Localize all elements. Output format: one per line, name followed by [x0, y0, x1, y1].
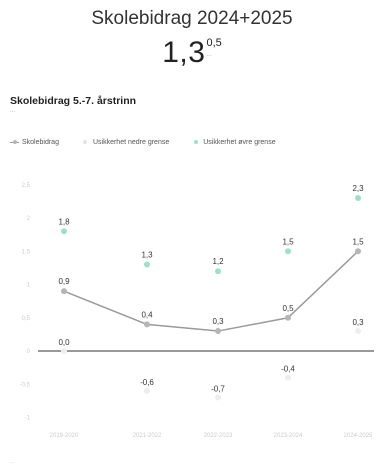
- y-tick-label: 2: [27, 216, 31, 222]
- point-upper-bound: [61, 228, 67, 235]
- legend-label-main: Skolebidrag: [22, 139, 59, 146]
- footer-note: ...: [10, 459, 15, 465]
- data-label-skolebidrag: 0,4: [141, 310, 153, 319]
- data-label-skolebidrag: 0,9: [58, 277, 70, 286]
- data-label-upper-bound: 1,8: [58, 217, 70, 226]
- page-title: Skolebidrag 2024+2025: [91, 8, 293, 29]
- data-label-skolebidrag: 0,5: [282, 304, 294, 313]
- series-line-skolebidrag: [63, 250, 359, 332]
- headline-value: 1,30,5...: [0, 36, 384, 70]
- data-label-upper-bound: 1,5: [282, 237, 294, 246]
- chart-subtitle: ...: [10, 108, 16, 114]
- chart-legend: Skolebidrag Usikkerhet nedre grense Usik…: [10, 139, 298, 146]
- point-lower-bound: [285, 374, 291, 381]
- x-tick-label: 2022-2023: [204, 433, 233, 439]
- point-upper-bound: [215, 268, 221, 275]
- point-upper-bound: [144, 261, 150, 268]
- point-lower-bound: [61, 348, 67, 354]
- data-label-upper-bound: 1,2: [212, 257, 224, 266]
- y-tick-label: -1: [25, 416, 31, 422]
- point-upper-bound: [355, 195, 361, 202]
- data-label-lower-bound: -0,6: [140, 378, 154, 387]
- y-tick-label: 1,5: [22, 249, 31, 255]
- headline-sup-value: 0,5: [206, 37, 222, 49]
- y-tick-label: 2,5: [22, 183, 31, 189]
- point-skolebidrag: [215, 328, 221, 335]
- point-skolebidrag: [355, 248, 361, 255]
- data-label-lower-bound: -0,4: [281, 365, 295, 374]
- legend-item-main[interactable]: Skolebidrag: [10, 139, 59, 146]
- legend-item-lower[interactable]: Usikkerhet nedre grense: [81, 139, 169, 146]
- y-tick-label: -0,5: [20, 382, 31, 388]
- point-skolebidrag: [144, 321, 150, 328]
- y-tick-label: 0: [27, 349, 31, 355]
- point-upper-bound: [285, 248, 291, 255]
- legend-item-upper[interactable]: Usikkerhet øvre grense: [191, 139, 276, 146]
- x-tick-label: 2021-2022: [133, 433, 162, 439]
- data-label-skolebidrag: 0,3: [212, 317, 224, 326]
- data-label-lower-bound: -0,7: [211, 385, 225, 394]
- chart-title: Skolebidrag 5.-7. årstrinn: [10, 95, 137, 107]
- point-lower-bound: [355, 328, 361, 335]
- headline-sup-sub: ...: [206, 52, 212, 58]
- x-tick-label: 2024-2025: [344, 433, 373, 439]
- point-lower-bound: [144, 387, 150, 394]
- legend-label-upper: Usikkerhet øvre grense: [203, 139, 276, 146]
- x-tick-label: 2019-2020: [50, 433, 79, 439]
- point-lower-bound: [215, 394, 221, 401]
- legend-swatch-upper: [191, 140, 200, 144]
- data-label-upper-bound: 2,3: [352, 184, 364, 193]
- legend-label-lower: Usikkerhet nedre grense: [92, 139, 170, 146]
- legend-swatch-lower: [81, 140, 90, 144]
- point-skolebidrag: [61, 288, 67, 295]
- point-skolebidrag: [285, 314, 291, 321]
- data-label-lower-bound: 0,3: [352, 318, 364, 327]
- headline-sup: 0,5...: [206, 38, 221, 60]
- legend-swatch-main: [10, 140, 19, 144]
- data-label-lower-bound: 0,0: [58, 338, 70, 347]
- data-label-upper-bound: 1,3: [141, 251, 153, 260]
- headline-number: 1,3: [162, 36, 206, 69]
- y-tick-label: 1: [27, 283, 31, 289]
- y-tick-label: 0,5: [22, 316, 31, 322]
- data-label-skolebidrag: 1,5: [352, 237, 364, 246]
- x-tick-label: 2023-2024: [274, 433, 303, 439]
